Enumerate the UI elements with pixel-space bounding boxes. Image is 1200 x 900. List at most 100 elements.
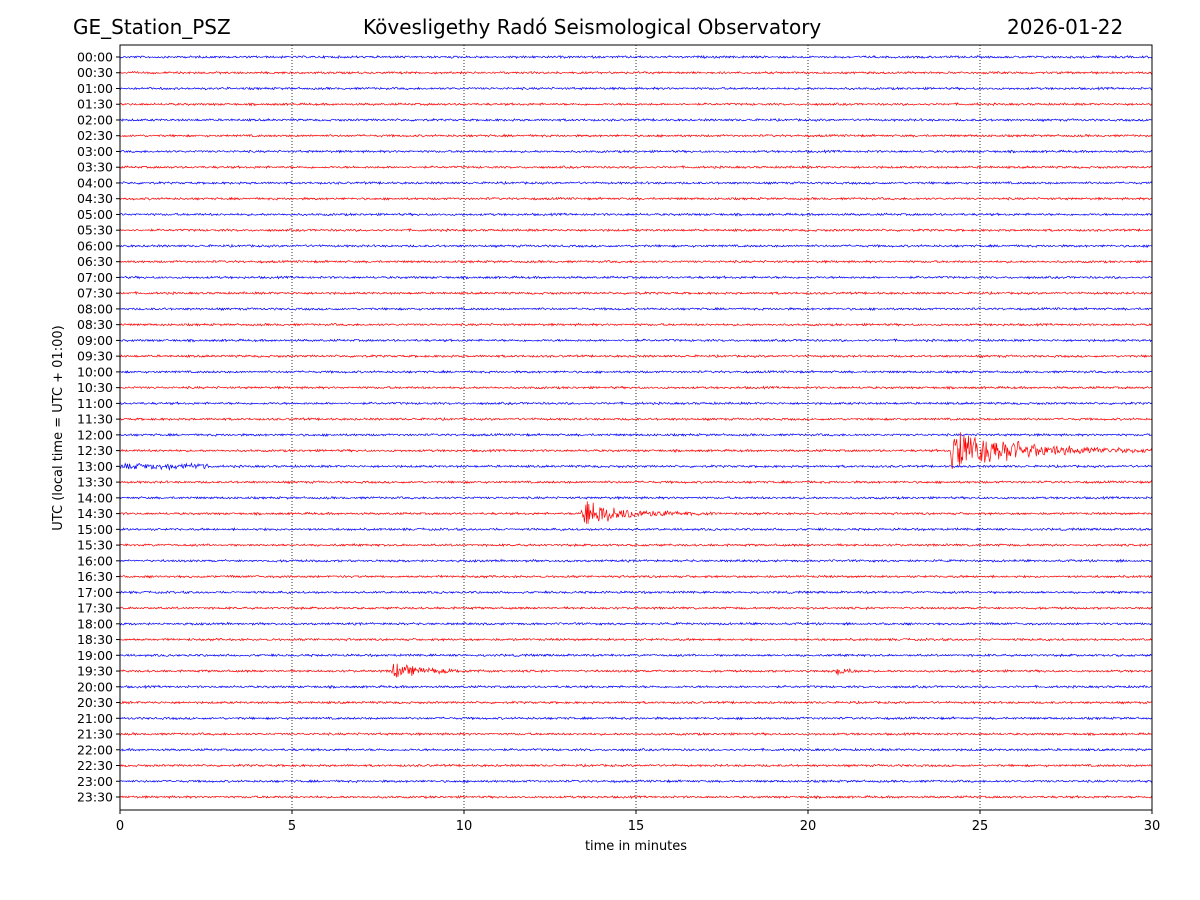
trace-1200: [120, 432, 1153, 438]
y-tick-label: 17:30: [77, 601, 113, 616]
y-tick-label: 18:30: [77, 632, 113, 647]
x-tick-label: 15: [628, 819, 645, 834]
y-tick-label: 06:00: [77, 238, 113, 253]
trace-0100: [119, 86, 1153, 91]
y-tick-label: 07:30: [77, 286, 113, 301]
y-tick-label: 18:00: [77, 616, 113, 631]
y-tick-label: 03:00: [77, 144, 113, 159]
y-tick-label: 10:30: [77, 380, 113, 395]
trace-0330: [119, 165, 1153, 170]
y-tick-label: 10:00: [77, 364, 113, 379]
y-tick-label: 02:30: [77, 128, 113, 143]
trace-2300: [119, 779, 1153, 784]
y-tick-label: 12:30: [77, 443, 113, 458]
y-tick-label: 04:30: [77, 191, 113, 206]
y-tick-label: 08:00: [77, 301, 113, 316]
y-tick-label: 20:30: [77, 695, 113, 710]
y-tick-label: 07:00: [77, 270, 113, 285]
trace-1830: [119, 637, 1153, 642]
y-tick-label: 13:00: [77, 459, 113, 474]
y-tick-label: 01:00: [77, 81, 113, 96]
trace-0830: [119, 322, 1153, 327]
y-tick-label: 22:30: [77, 758, 113, 773]
trace-1400: [119, 495, 1153, 501]
x-tick-label: 10: [456, 819, 473, 834]
trace-1530: [119, 542, 1153, 548]
y-tick-label: 01:30: [77, 97, 113, 112]
x-tick-label: 25: [972, 819, 989, 834]
y-tick-label: 00:00: [77, 50, 113, 65]
y-tick-label: 16:00: [77, 553, 113, 568]
y-tick-label: 19:00: [77, 648, 113, 663]
y-tick-label: 05:30: [77, 223, 113, 238]
x-tick-label: 20: [800, 819, 817, 834]
y-tick-label: 09:00: [77, 333, 113, 348]
y-tick-label: 22:00: [77, 742, 113, 757]
y-axis-label: UTC (local time = UTC + 01:00): [51, 325, 66, 530]
trace-1730: [119, 606, 1153, 611]
y-tick-label: 14:00: [77, 490, 113, 505]
trace-1000: [119, 369, 1153, 374]
y-tick-label: 11:00: [77, 396, 113, 411]
trace-0200: [119, 117, 1153, 123]
y-tick-label: 06:30: [77, 254, 113, 269]
trace-0930: [119, 353, 1153, 359]
x-tick-label: 0: [116, 819, 124, 834]
y-tick-label: 23:30: [77, 790, 113, 805]
station-name: GE_Station_PSZ: [73, 15, 231, 39]
y-tick-label: 17:00: [77, 585, 113, 600]
trace-1930: [119, 663, 1153, 678]
trace-0030: [119, 70, 1153, 75]
x-tick-label: 30: [1144, 819, 1161, 834]
trace-0130: [119, 102, 1153, 107]
y-tick-label: 15:00: [77, 522, 113, 537]
chart-title: Kövesligethy Radó Seismological Observat…: [363, 15, 822, 39]
trace-1030: [119, 385, 1153, 390]
trace-2030: [119, 700, 1153, 705]
trace-1330: [119, 479, 1153, 485]
trace-0000: [119, 54, 1153, 60]
trace-2330: [119, 794, 1153, 800]
trace-1300: [119, 462, 1153, 471]
trace-1600: [119, 558, 1153, 564]
chart-date: 2026-01-22: [1007, 15, 1124, 39]
trace-2100: [119, 716, 1153, 721]
y-tick-label: 15:30: [77, 538, 113, 553]
trace-1100: [119, 401, 1153, 406]
y-tick-label: 21:30: [77, 727, 113, 742]
y-tick-label: 05:00: [77, 207, 113, 222]
y-tick-label: 19:30: [77, 664, 113, 679]
trace-0630: [119, 259, 1153, 264]
trace-1900: [119, 653, 1152, 658]
trace-0700: [119, 275, 1153, 280]
y-tick-label: 14:30: [77, 506, 113, 521]
y-tick-label: 02:00: [77, 112, 113, 127]
y-tick-label: 03:30: [77, 160, 113, 175]
trace-0900: [119, 338, 1153, 343]
x-axis-label: time in minutes: [585, 839, 687, 854]
trace-1800: [119, 621, 1153, 627]
trace-1500: [119, 527, 1153, 532]
trace-0800: [119, 306, 1153, 312]
trace-1230: [119, 432, 1153, 470]
trace-2230: [119, 763, 1153, 768]
y-tick-label: 04:00: [77, 175, 113, 190]
y-tick-label: 09:30: [77, 349, 113, 364]
y-tick-label: 11:30: [77, 412, 113, 427]
y-tick-label: 08:30: [77, 317, 113, 332]
trace-1630: [119, 574, 1153, 579]
trace-0730: [119, 290, 1153, 296]
x-tick-label: 5: [288, 819, 296, 834]
trace-2200: [119, 747, 1152, 752]
trace-0430: [119, 196, 1153, 201]
trace-1430: [119, 501, 1153, 524]
trace-0500: [119, 212, 1153, 217]
trace-2130: [119, 731, 1153, 737]
y-tick-label: 16:30: [77, 569, 113, 584]
trace-0300: [119, 149, 1153, 154]
trace-1130: [119, 416, 1153, 422]
y-tick-label: 21:00: [77, 711, 113, 726]
trace-1700: [119, 590, 1153, 595]
trace-0530: [119, 227, 1153, 233]
